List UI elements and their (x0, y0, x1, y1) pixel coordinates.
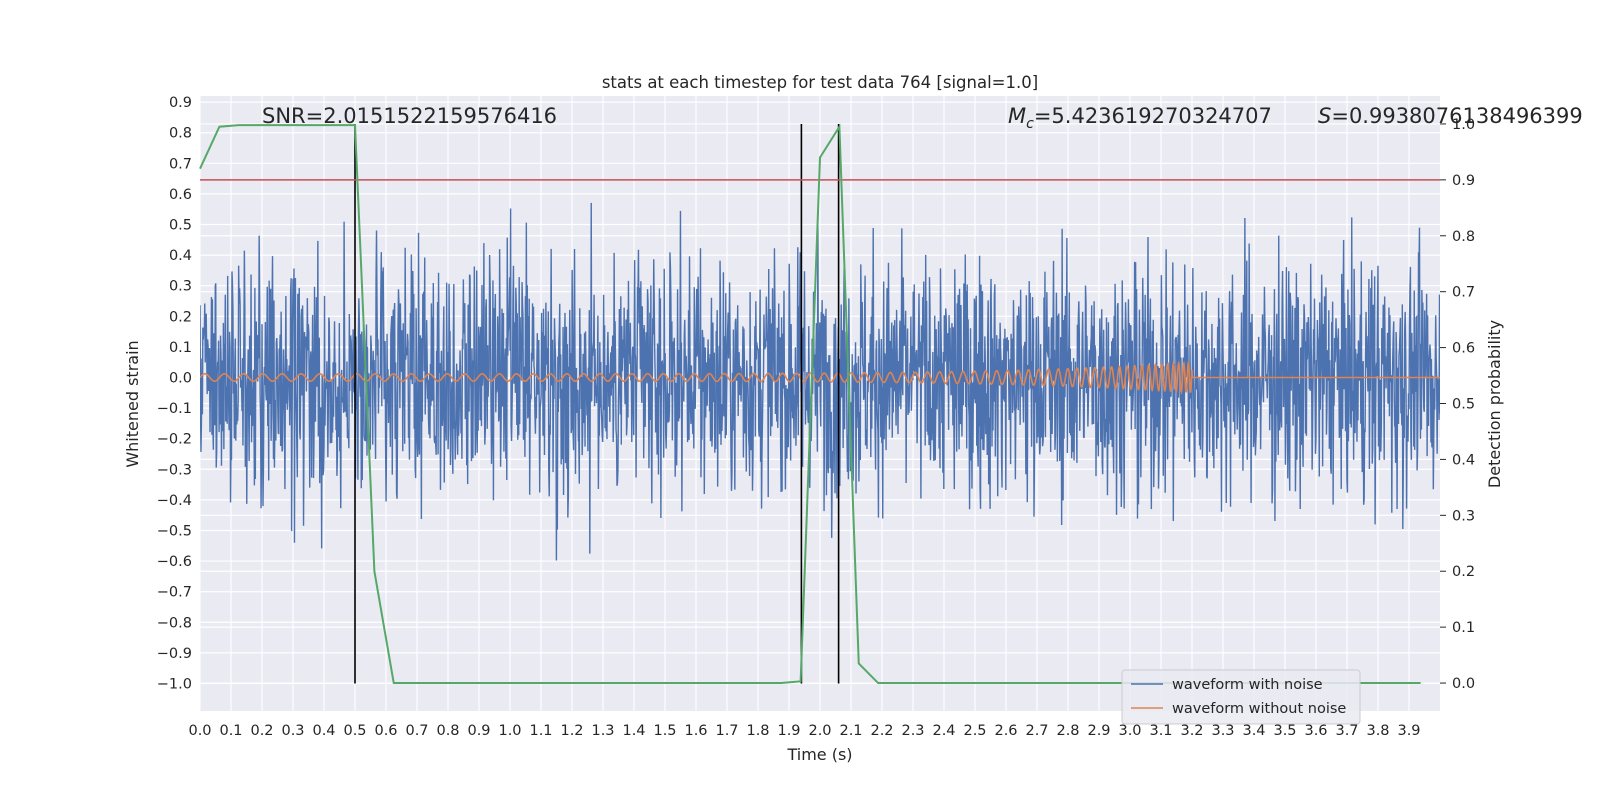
y-tick-label: −0.7 (157, 585, 192, 601)
s-value: =0.9938076138496399 (1331, 104, 1582, 128)
x-tick-label: 3.2 (1180, 723, 1203, 739)
legend-box (1121, 669, 1361, 725)
y-tick-label: −0.3 (157, 462, 192, 478)
x-tick-label: 1.5 (653, 723, 676, 739)
y-tick-label: −1.0 (157, 676, 192, 692)
y-tick-label: 0.7 (169, 156, 192, 172)
mc-annotation: Mc=5.423619270324707 (1008, 104, 1272, 132)
mc-subscript: c (1026, 116, 1034, 132)
x-tick-label: 3.0 (1118, 723, 1141, 739)
x-tick-label: 1.3 (591, 723, 614, 739)
y-tick-label: 0.4 (169, 248, 192, 264)
mc-value: =5.423619270324707 (1034, 104, 1272, 128)
x-tick-label: 1.6 (684, 723, 707, 739)
y-tick-label: −0.5 (157, 523, 192, 539)
snr-annotation: SNR=2.0151522159576416 (262, 104, 557, 128)
y2-tick-label: 0.5 (1452, 397, 1475, 413)
probability-line (199, 123, 1421, 685)
y-tick-label: 0.5 (169, 218, 192, 234)
x-tick-label: 0.8 (436, 723, 459, 739)
y2-tick-label: 0.3 (1452, 508, 1475, 524)
x-tick-label: 1.2 (560, 723, 583, 739)
s-symbol: S (1318, 104, 1331, 128)
x-tick-label: 0.6 (374, 723, 397, 739)
x-tick-label: 2.0 (808, 723, 831, 739)
y-tick-label: −0.2 (157, 432, 192, 448)
x-tick-label: 3.4 (1242, 723, 1265, 739)
x-tick-label: 1.9 (777, 723, 800, 739)
y2-tick-label: 0.8 (1452, 229, 1475, 245)
s-annotation: S=0.9938076138496399 (1318, 104, 1583, 128)
x-tick-label: 3.9 (1397, 723, 1420, 739)
x-tick-label: 1.1 (529, 723, 552, 739)
y-tick-label: 0.6 (169, 187, 192, 203)
x-tick-label: 2.2 (870, 723, 893, 739)
y2-tick-label: 0.7 (1452, 285, 1475, 301)
y2-tick-label: 0.0 (1452, 676, 1475, 692)
x-tick-label: 3.8 (1366, 723, 1389, 739)
x-tick-label: 1.7 (715, 723, 738, 739)
x-tick-label: 2.4 (932, 723, 955, 739)
x-tick-label: 2.5 (963, 723, 986, 739)
y-tick-label: 0.1 (169, 340, 192, 356)
y-tick-label: −0.6 (157, 554, 192, 570)
x-tick-label: 1.0 (498, 723, 521, 739)
y2-tick-label: 0.4 (1452, 452, 1475, 468)
clean-series (200, 360, 1440, 396)
x-tick-label: 3.7 (1335, 723, 1358, 739)
y2-axis-label: Detection probability (1485, 320, 1504, 488)
x-tick-label: 0.4 (312, 723, 335, 739)
y-tick-label: −0.9 (157, 646, 192, 662)
x-tick-label: 0.7 (405, 723, 428, 739)
x-tick-label: 0.5 (343, 723, 366, 739)
x-tick-label: 0.9 (467, 723, 490, 739)
y2-tick-label: 0.1 (1452, 620, 1475, 636)
legend-label-noise: waveform with noise (1172, 677, 1323, 693)
y-tick-label: 0.2 (169, 309, 192, 325)
x-tick-label: 0.2 (250, 723, 273, 739)
y-tick-label: 0.9 (169, 95, 192, 111)
x-axis-label: Time (s) (786, 745, 852, 764)
x-tick-label: 2.8 (1056, 723, 1079, 739)
y-tick-label: 0.0 (169, 370, 192, 386)
x-tick-label: 0.0 (188, 723, 211, 739)
x-tick-label: 1.8 (746, 723, 769, 739)
axis-ticks: 0.0 0.1 0.2 0.3 0.4 0.5 0.6 0.7 0.8 0.9 1.0 1.1 1.2 1… (157, 95, 1475, 739)
x-tick-label: 2.7 (1025, 723, 1048, 739)
probability-series (199, 123, 1421, 685)
y2-tick-label: 0.2 (1452, 564, 1475, 580)
x-tick-label: 2.9 (1087, 723, 1110, 739)
legend: waveform with noise waveform without noi… (1121, 669, 1361, 725)
y-axis-label: Whitened strain (123, 340, 142, 467)
y-tick-label: 0.8 (169, 126, 192, 142)
y-tick-label: −0.8 (157, 615, 192, 631)
y2-tick-label: 0.9 (1452, 173, 1475, 189)
x-tick-label: 3.1 (1149, 723, 1172, 739)
noise-series (200, 202, 1440, 561)
y-tick-label: −0.4 (157, 493, 192, 509)
legend-label-clean: waveform without noise (1172, 701, 1346, 717)
y2-tick-label: 1.0 (1452, 117, 1475, 133)
y-tick-label: 0.3 (169, 279, 192, 295)
y-tick-label: −0.1 (157, 401, 192, 417)
noise-waveform-line (200, 202, 1440, 561)
y2-tick-label: 0.6 (1452, 341, 1475, 357)
x-tick-label: 0.1 (219, 723, 242, 739)
x-tick-label: 2.3 (901, 723, 924, 739)
mc-symbol: M (1008, 104, 1026, 128)
x-tick-label: 3.3 (1211, 723, 1234, 739)
x-tick-label: 1.4 (622, 723, 645, 739)
clean-waveform-line (200, 360, 1440, 396)
x-tick-label: 2.6 (994, 723, 1017, 739)
vertical-markers (354, 123, 840, 684)
x-tick-label: 3.6 (1304, 723, 1327, 739)
x-tick-label: 2.1 (839, 723, 862, 739)
chart-title: stats at each timestep for test data 764… (602, 73, 1038, 92)
x-tick-label: 0.3 (281, 723, 304, 739)
x-tick-label: 3.5 (1273, 723, 1296, 739)
